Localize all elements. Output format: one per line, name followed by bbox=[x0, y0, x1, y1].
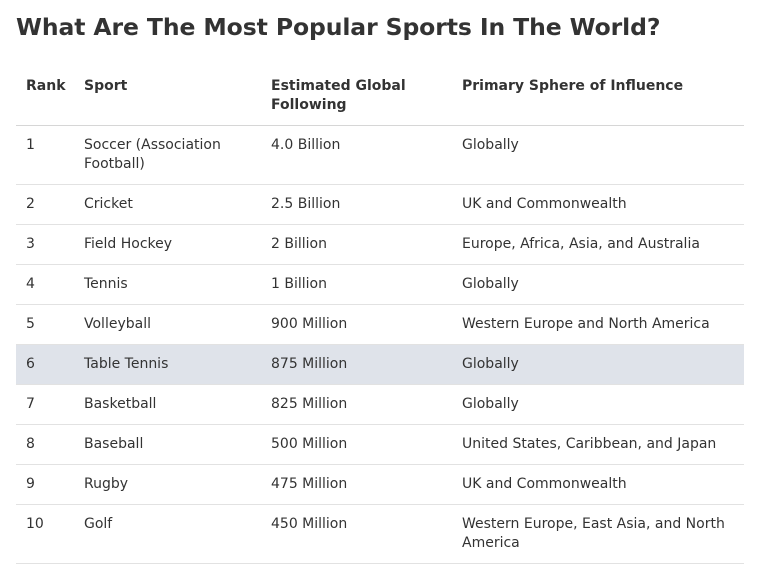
cell-sport: Golf bbox=[74, 504, 261, 564]
cell-sphere: United States, Caribbean, and Japan bbox=[452, 424, 744, 465]
cell-sport: Tennis bbox=[74, 264, 261, 305]
cell-sphere: UK and Commonwealth bbox=[452, 464, 744, 505]
cell-rank: 3 bbox=[16, 224, 74, 265]
cell-sport: Cricket bbox=[74, 184, 261, 225]
cell-rank: 4 bbox=[16, 264, 74, 305]
cell-following: 2.5 Billion bbox=[261, 184, 452, 225]
cell-rank: 2 bbox=[16, 184, 74, 225]
table-body: 1 Soccer (Association Football) 4.0 Bill… bbox=[16, 125, 744, 564]
cell-sphere: Globally bbox=[452, 125, 744, 185]
cell-sport: Volleyball bbox=[74, 304, 261, 345]
table-row: 10 Golf 450 Million Western Europe, East… bbox=[16, 504, 744, 564]
header-row: Rank Sport Estimated Global Following Pr… bbox=[16, 66, 744, 126]
cell-following: 875 Million bbox=[261, 344, 452, 385]
cell-following: 475 Million bbox=[261, 464, 452, 505]
cell-sport: Field Hockey bbox=[74, 224, 261, 265]
page-title: What Are The Most Popular Sports In The … bbox=[16, 13, 661, 41]
cell-following: 450 Million bbox=[261, 504, 452, 564]
cell-sport: Basketball bbox=[74, 384, 261, 425]
header-following: Estimated Global Following bbox=[261, 66, 452, 126]
cell-rank: 8 bbox=[16, 424, 74, 465]
cell-following: 4.0 Billion bbox=[261, 125, 452, 185]
cell-sport: Soccer (Association Football) bbox=[74, 125, 261, 185]
table-row: 6 Table Tennis 875 Million Globally bbox=[16, 344, 744, 385]
table-row: 4 Tennis 1 Billion Globally bbox=[16, 264, 744, 305]
table-header: Rank Sport Estimated Global Following Pr… bbox=[16, 66, 744, 126]
header-sport: Sport bbox=[74, 66, 261, 126]
cell-sphere: Globally bbox=[452, 344, 744, 385]
cell-sphere: UK and Commonwealth bbox=[452, 184, 744, 225]
table-row: 3 Field Hockey 2 Billion Europe, Africa,… bbox=[16, 224, 744, 265]
cell-following: 1 Billion bbox=[261, 264, 452, 305]
table-row: 7 Basketball 825 Million Globally bbox=[16, 384, 744, 425]
cell-sport: Baseball bbox=[74, 424, 261, 465]
table-row: 9 Rugby 475 Million UK and Commonwealth bbox=[16, 464, 744, 505]
header-sphere: Primary Sphere of Influence bbox=[452, 66, 744, 126]
cell-sphere: Europe, Africa, Asia, and Australia bbox=[452, 224, 744, 265]
cell-sphere: Western Europe and North America bbox=[452, 304, 744, 345]
cell-sphere: Globally bbox=[452, 384, 744, 425]
cell-rank: 6 bbox=[16, 344, 74, 385]
cell-sphere: Western Europe, East Asia, and North Ame… bbox=[452, 504, 744, 564]
cell-rank: 1 bbox=[16, 125, 74, 185]
header-rank: Rank bbox=[16, 66, 74, 126]
cell-rank: 5 bbox=[16, 304, 74, 345]
table-row: 2 Cricket 2.5 Billion UK and Commonwealt… bbox=[16, 184, 744, 225]
cell-following: 2 Billion bbox=[261, 224, 452, 265]
cell-sport: Table Tennis bbox=[74, 344, 261, 385]
cell-sphere: Globally bbox=[452, 264, 744, 305]
table-row: 1 Soccer (Association Football) 4.0 Bill… bbox=[16, 125, 744, 185]
cell-following: 900 Million bbox=[261, 304, 452, 345]
cell-rank: 7 bbox=[16, 384, 74, 425]
table-row: 5 Volleyball 900 Million Western Europe … bbox=[16, 304, 744, 345]
cell-following: 500 Million bbox=[261, 424, 452, 465]
cell-sport: Rugby bbox=[74, 464, 261, 505]
cell-rank: 10 bbox=[16, 504, 74, 564]
cell-following: 825 Million bbox=[261, 384, 452, 425]
sports-table: Rank Sport Estimated Global Following Pr… bbox=[16, 66, 744, 564]
cell-rank: 9 bbox=[16, 464, 74, 505]
table-row: 8 Baseball 500 Million United States, Ca… bbox=[16, 424, 744, 465]
